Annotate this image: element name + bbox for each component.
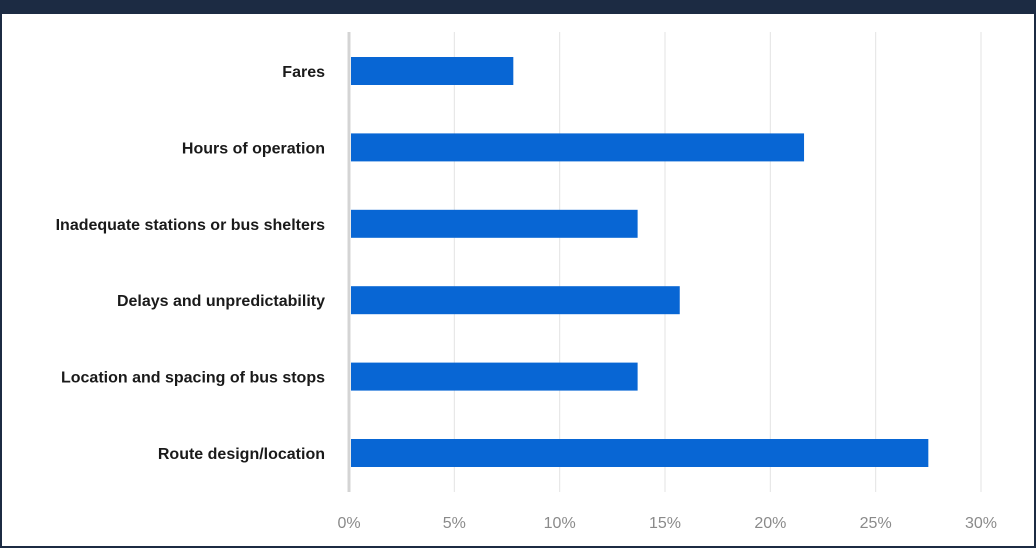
category-label: Delays and unpredictability — [117, 293, 325, 310]
category-label: Route design/location — [158, 446, 325, 463]
bar — [351, 286, 680, 315]
bar — [351, 57, 514, 85]
category-labels: Fares Hours of operation Inadequate statio… — [56, 64, 326, 463]
gridlines — [453, 32, 982, 492]
bar — [351, 362, 638, 391]
x-tick-label: 20% — [754, 515, 786, 532]
x-tick-labels: 0% 5% 10% 15% 20% 25% 30% — [337, 515, 997, 532]
category-label: Location and spacing of bus stops — [61, 370, 325, 387]
bar — [351, 209, 638, 238]
bar — [351, 439, 929, 467]
x-tick-label: 10% — [544, 515, 576, 532]
x-tick-label: 15% — [649, 515, 681, 532]
x-tick-label: 30% — [965, 515, 997, 532]
bars — [351, 57, 929, 467]
category-label: Fares — [282, 64, 325, 81]
x-tick-label: 25% — [860, 515, 892, 532]
header-bar — [0, 0, 1036, 14]
category-label: Hours of operation — [182, 140, 325, 157]
x-tick-label: 5% — [443, 515, 466, 532]
bar — [351, 133, 805, 162]
category-label: Inadequate stations or bus shelters — [56, 217, 326, 234]
x-tick-label: 0% — [337, 515, 360, 532]
